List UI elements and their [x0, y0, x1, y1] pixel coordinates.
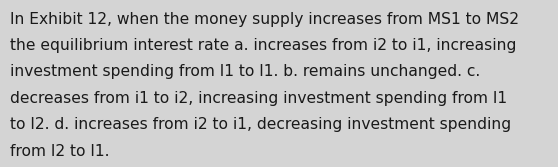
Text: decreases from i1 to i2, increasing investment spending from I1: decreases from i1 to i2, increasing inve…: [10, 91, 507, 106]
Text: from I2 to I1.: from I2 to I1.: [10, 144, 109, 159]
Text: In Exhibit 12, when the money supply increases from MS1 to MS2: In Exhibit 12, when the money supply inc…: [10, 12, 519, 27]
Text: the equilibrium interest rate a. increases from i2 to i1, increasing: the equilibrium interest rate a. increas…: [10, 38, 516, 53]
Text: investment spending from I1 to I1. b. remains unchanged. c.: investment spending from I1 to I1. b. re…: [10, 64, 480, 79]
Text: to I2. d. increases from i2 to i1, decreasing investment spending: to I2. d. increases from i2 to i1, decre…: [10, 117, 511, 132]
